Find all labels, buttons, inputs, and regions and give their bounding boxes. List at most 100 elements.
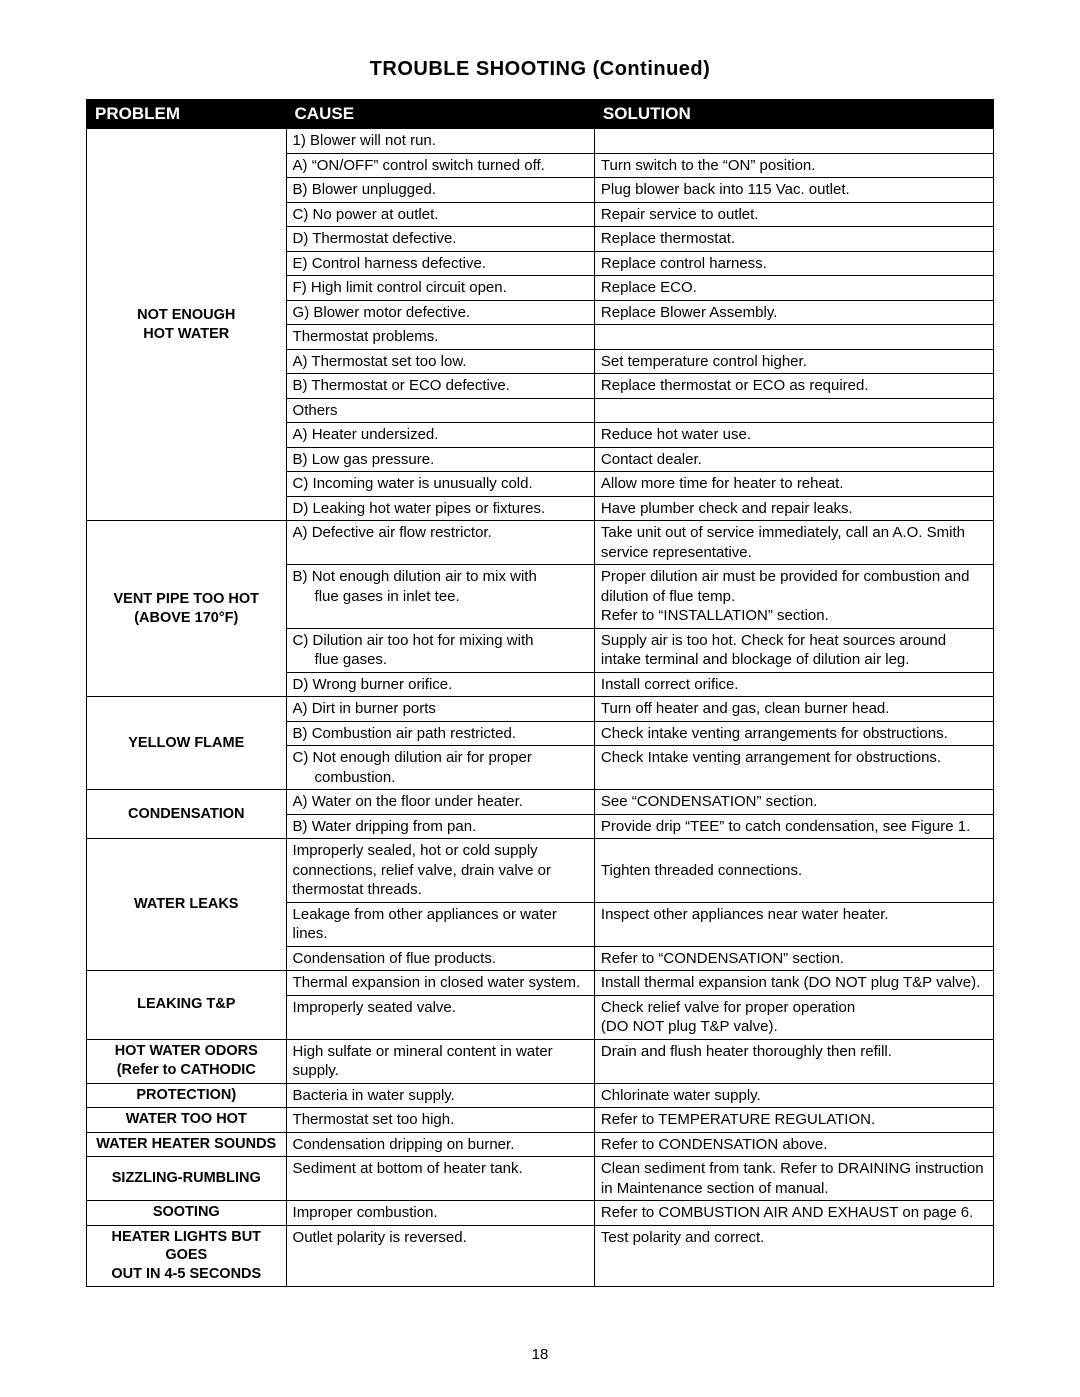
- problem-cell: CONDENSATION: [87, 790, 287, 839]
- table-row: YELLOW FLAMEA) Dirt in burner portsTurn …: [87, 697, 994, 722]
- cause-cell: 1) Blower will not run.: [286, 129, 594, 154]
- solution-cell: Refer to “CONDENSATION” section.: [594, 946, 993, 971]
- page-number: 18: [0, 1346, 1080, 1363]
- solution-cell: Refer to COMBUSTION AIR AND EXHAUST on p…: [594, 1201, 993, 1226]
- table-row: WATER TOO HOTThermostat set too high.Ref…: [87, 1108, 994, 1133]
- problem-cell: NOT ENOUGHHOT WATER: [87, 129, 287, 521]
- table-row: WATER HEATER SOUNDSCondensation dripping…: [87, 1132, 994, 1157]
- problem-cell: SOOTING: [87, 1201, 287, 1226]
- cause-cell: A) Thermostat set too low.: [286, 349, 594, 374]
- problem-cell: VENT PIPE TOO HOT(ABOVE 170°F): [87, 521, 287, 697]
- problem-cell: LEAKING T&P: [87, 971, 287, 1040]
- solution-cell: Install thermal expansion tank (DO NOT p…: [594, 971, 993, 996]
- cause-cell: A) Defective air flow restrictor.: [286, 521, 594, 565]
- cause-cell: Outlet polarity is reversed.: [286, 1225, 594, 1287]
- cause-cell: Condensation of flue products.: [286, 946, 594, 971]
- problem-cell: HEATER LIGHTS BUT GOESOUT IN 4-5 SECONDS: [87, 1225, 287, 1287]
- solution-cell: Turn switch to the “ON” position.: [594, 153, 993, 178]
- solution-cell: Contact dealer.: [594, 447, 993, 472]
- cause-cell: D) Leaking hot water pipes or fixtures.: [286, 496, 594, 521]
- cause-cell: C) Not enough dilution air for propercom…: [286, 746, 594, 790]
- solution-cell: [594, 398, 993, 423]
- cause-cell: A) “ON/OFF” control switch turned off.: [286, 153, 594, 178]
- solution-cell: Reduce hot water use.: [594, 423, 993, 448]
- cause-cell: C) Incoming water is unusually cold.: [286, 472, 594, 497]
- solution-cell: Replace Blower Assembly.: [594, 300, 993, 325]
- solution-cell: [594, 129, 993, 154]
- table-row: VENT PIPE TOO HOT(ABOVE 170°F)A) Defecti…: [87, 521, 994, 565]
- problem-cell: HOT WATER ODORS(Refer to CATHODIC: [87, 1039, 287, 1083]
- col-problem: PROBLEM: [87, 100, 287, 129]
- solution-cell: Drain and flush heater thoroughly then r…: [594, 1039, 993, 1083]
- cause-cell: Thermal expansion in closed water system…: [286, 971, 594, 996]
- solution-cell: Check intake venting arrangements for ob…: [594, 721, 993, 746]
- cause-cell: B) Thermostat or ECO defective.: [286, 374, 594, 399]
- solution-cell: Check relief valve for proper operation(…: [594, 995, 993, 1039]
- table-row: SIZZLING-RUMBLINGSediment at bottom of h…: [87, 1157, 994, 1201]
- table-row: PROTECTION)Bacteria in water supply.Chlo…: [87, 1083, 994, 1108]
- cause-cell: C) Dilution air too hot for mixing withf…: [286, 628, 594, 672]
- solution-cell: Plug blower back into 115 Vac. outlet.: [594, 178, 993, 203]
- problem-cell: WATER HEATER SOUNDS: [87, 1132, 287, 1157]
- solution-cell: Replace ECO.: [594, 276, 993, 301]
- table-header-row: PROBLEM CAUSE SOLUTION: [87, 100, 994, 129]
- col-cause: CAUSE: [286, 100, 594, 129]
- cause-cell: B) Blower unplugged.: [286, 178, 594, 203]
- solution-cell: Replace thermostat or ECO as required.: [594, 374, 993, 399]
- table-row: LEAKING T&PThermal expansion in closed w…: [87, 971, 994, 996]
- solution-cell: Test polarity and correct.: [594, 1225, 993, 1287]
- problem-cell: WATER LEAKS: [87, 839, 287, 971]
- cause-cell: D) Thermostat defective.: [286, 227, 594, 252]
- solution-cell: Refer to TEMPERATURE REGULATION.: [594, 1108, 993, 1133]
- cause-cell: B) Water dripping from pan.: [286, 814, 594, 839]
- cause-cell: C) No power at outlet.: [286, 202, 594, 227]
- solution-cell: Replace control harness.: [594, 251, 993, 276]
- cause-cell: B) Combustion air path restricted.: [286, 721, 594, 746]
- cause-cell: Thermostat set too high.: [286, 1108, 594, 1133]
- cause-cell: B) Not enough dilution air to mix withfl…: [286, 565, 594, 629]
- solution-cell: Proper dilution air must be provided for…: [594, 565, 993, 629]
- cause-cell: High sulfate or mineral content in water…: [286, 1039, 594, 1083]
- cause-cell: G) Blower motor defective.: [286, 300, 594, 325]
- solution-cell: [594, 325, 993, 350]
- cause-cell: Improperly seated valve.: [286, 995, 594, 1039]
- solution-cell: Chlorinate water supply.: [594, 1083, 993, 1108]
- table-row: NOT ENOUGHHOT WATER1) Blower will not ru…: [87, 129, 994, 154]
- table-row: HOT WATER ODORS(Refer to CATHODICHigh su…: [87, 1039, 994, 1083]
- solution-cell: Refer to CONDENSATION above.: [594, 1132, 993, 1157]
- solution-cell: Inspect other appliances near water heat…: [594, 902, 993, 946]
- problem-cell: YELLOW FLAME: [87, 697, 287, 790]
- cause-cell: Sediment at bottom of heater tank.: [286, 1157, 594, 1201]
- solution-cell: Have plumber check and repair leaks.: [594, 496, 993, 521]
- table-row: HEATER LIGHTS BUT GOESOUT IN 4-5 SECONDS…: [87, 1225, 994, 1287]
- solution-cell: Repair service to outlet.: [594, 202, 993, 227]
- cause-cell: Bacteria in water supply.: [286, 1083, 594, 1108]
- cause-cell: A) Heater undersized.: [286, 423, 594, 448]
- cause-cell: B) Low gas pressure.: [286, 447, 594, 472]
- solution-cell: Check Intake venting arrangement for obs…: [594, 746, 993, 790]
- cause-cell: A) Water on the floor under heater.: [286, 790, 594, 815]
- solution-cell: See “CONDENSATION” section.: [594, 790, 993, 815]
- solution-cell: Install correct orifice.: [594, 672, 993, 697]
- troubleshooting-table: PROBLEM CAUSE SOLUTION NOT ENOUGHHOT WAT…: [86, 99, 994, 1287]
- problem-cell: SIZZLING-RUMBLING: [87, 1157, 287, 1201]
- problem-cell: WATER TOO HOT: [87, 1108, 287, 1133]
- table-row: WATER LEAKSImproperly sealed, hot or col…: [87, 839, 994, 903]
- cause-cell: F) High limit control circuit open.: [286, 276, 594, 301]
- table-row: CONDENSATIONA) Water on the floor under …: [87, 790, 994, 815]
- cause-cell: D) Wrong burner orifice.: [286, 672, 594, 697]
- solution-cell: Clean sediment from tank. Refer to DRAIN…: [594, 1157, 993, 1201]
- solution-cell: Replace thermostat.: [594, 227, 993, 252]
- cause-cell: Thermostat problems.: [286, 325, 594, 350]
- solution-cell: Turn off heater and gas, clean burner he…: [594, 697, 993, 722]
- solution-cell: Set temperature control higher.: [594, 349, 993, 374]
- cause-cell: Leakage from other appliances or water l…: [286, 902, 594, 946]
- solution-cell: Take unit out of service immediately, ca…: [594, 521, 993, 565]
- solution-cell: Supply air is too hot. Check for heat so…: [594, 628, 993, 672]
- col-solution: SOLUTION: [594, 100, 993, 129]
- cause-cell: Others: [286, 398, 594, 423]
- cause-cell: Improper combustion.: [286, 1201, 594, 1226]
- cause-cell: E) Control harness defective.: [286, 251, 594, 276]
- table-row: SOOTINGImproper combustion.Refer to COMB…: [87, 1201, 994, 1226]
- problem-cell: PROTECTION): [87, 1083, 287, 1108]
